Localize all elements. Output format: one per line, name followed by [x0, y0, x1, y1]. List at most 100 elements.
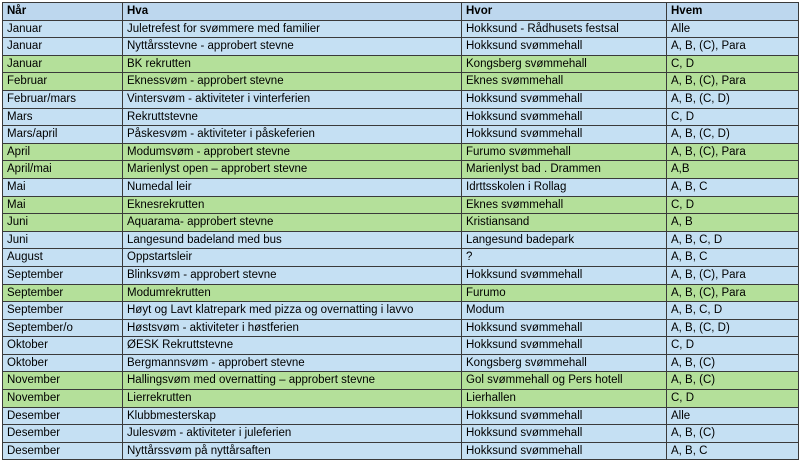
table-cell: August [2, 248, 123, 267]
table-cell: Hokksund svømmehall [461, 336, 667, 355]
table-cell: ? [461, 248, 667, 267]
table-cell: Kongsberg svømmehall [461, 353, 667, 373]
table-cell: Blinksvøm - approbert stevne [122, 265, 462, 285]
table-row: Desember Klubbmesterskap Hokksund svømmeha… [2, 406, 799, 426]
table-row: April Modumsvøm - approbert stevne Furumo … [2, 142, 799, 162]
table-row: Januar Nyttårsstevne - approbert stevne Ho… [2, 37, 799, 56]
table-cell: Mai [2, 177, 123, 197]
table-row: Januar BK rekrutten Kongsberg svømmehall C,… [2, 54, 799, 74]
table-cell: Langesund badepark [461, 230, 667, 250]
header-row: Når Hva Hvor Hvem [2, 2, 799, 21]
table-row: Mars Rekruttstevne Hokksund svømmehall C, D [2, 107, 799, 127]
table-cell: Juni [2, 213, 123, 232]
table-row: September Høyt og Lavt klatrepark med piz… [2, 301, 799, 320]
table-cell: Eknes svømmehall [461, 195, 667, 215]
table-cell: Eknesrekrutten [122, 195, 462, 215]
column-header: Når [2, 2, 123, 21]
table-cell: A, B, C [666, 248, 799, 267]
table-cell: Klubbmesterskap [122, 406, 462, 426]
table-cell: Februar/mars [2, 89, 123, 109]
table-cell: A, B, (C) [666, 353, 799, 373]
table-cell: Marienlyst bad . Drammen [461, 160, 667, 179]
table-row: November Lierrekrutten Lierhallen C, D [2, 389, 799, 408]
table-cell: ØESK Rekruttstevne [122, 336, 462, 355]
table-cell: A, B, (C), Para [666, 72, 799, 91]
table-cell: Rekruttstevne [122, 107, 462, 127]
table-cell: September [2, 301, 123, 320]
table-cell: Oktober [2, 336, 123, 355]
table-cell: A, B [666, 213, 799, 232]
table-cell: Hokksund svømmehall [461, 406, 667, 426]
table-cell: Vintersvøm - aktiviteter i vinterferien [122, 89, 462, 109]
table-cell: C, D [666, 107, 799, 127]
table-cell: Desember [2, 441, 123, 461]
table-cell: Desember [2, 406, 123, 426]
table-row: Juni Langesund badeland med bus Langesund … [2, 230, 799, 250]
table-row: Juni Aquarama- approbert stevne Kristiansa… [2, 213, 799, 232]
table-cell: Nyttårssvøm på nyttårsaften [122, 441, 462, 461]
table-cell: Aquarama- approbert stevne [122, 213, 462, 232]
column-header: Hva [122, 2, 462, 21]
table-row: Desember Julesvøm - aktiviteter i julefer… [2, 424, 799, 443]
table-row: November Hallingsvøm med overnatting – ap… [2, 371, 799, 391]
table-cell: A, B, (C), Para [666, 283, 799, 303]
table-cell: Høstsvøm - aktiviteter i høstferien [122, 318, 462, 338]
table-cell: Hokksund svømmehall [461, 424, 667, 443]
column-header: Hvem [666, 2, 799, 21]
table-cell: September [2, 283, 123, 303]
table-cell: Høyt og Lavt klatrepark med pizza og ove… [122, 301, 462, 320]
table-cell: Modumrekrutten [122, 283, 462, 303]
table-cell: Oktober [2, 353, 123, 373]
table-cell: Juni [2, 230, 123, 250]
table-cell: C, D [666, 195, 799, 215]
table-cell: A, B, (C), Para [666, 265, 799, 285]
table-cell: A, B, (C) [666, 371, 799, 391]
table-row: Oktober Bergmannsvøm - approbert stevne Ko… [2, 353, 799, 373]
table-cell: Januar [2, 54, 123, 74]
table-cell: BK rekrutten [122, 54, 462, 74]
table-row: Oktober ØESK Rekruttstevne Hokksund svømme… [2, 336, 799, 355]
table-cell: April/mai [2, 160, 123, 179]
table-cell: Mai [2, 195, 123, 215]
table-cell: Gol svømmehall og Pers hotell [461, 371, 667, 391]
table-cell: Kongsberg svømmehall [461, 54, 667, 74]
table-cell: Hokksund - Rådhusets festsal [461, 19, 667, 39]
table-cell: Marienlyst open – approbert stevne [122, 160, 462, 179]
table-cell: Hokksund svømmehall [461, 318, 667, 338]
table-row: August Oppstartsleir? A, B, C [2, 248, 799, 267]
table-cell: A, B, C [666, 441, 799, 461]
table-cell: Hallingsvøm med overnatting – approbert … [122, 371, 462, 391]
table-cell: September [2, 265, 123, 285]
table-cell: A, B, (C, D) [666, 89, 799, 109]
table-cell: Eknessvøm - approbert stevne [122, 72, 462, 91]
table-cell: A, B, (C, D) [666, 318, 799, 338]
table-cell: Langesund badeland med bus [122, 230, 462, 250]
table-cell: A, B, (C), Para [666, 142, 799, 162]
table-body: Januar Juletrefest for svømmere med famil… [2, 19, 799, 461]
table-cell: Hokksund svømmehall [461, 125, 667, 144]
table-cell: Modumsvøm - approbert stevne [122, 142, 462, 162]
table-cell: Numedal leir [122, 177, 462, 197]
table-cell: April [2, 142, 123, 162]
table-cell: September/o [2, 318, 123, 338]
table-cell: Eknes svømmehall [461, 72, 667, 91]
table-cell: Hokksund svømmehall [461, 89, 667, 109]
table-cell: Januar [2, 19, 123, 39]
table-row: Mai Eknesrekrutten Eknes svømmehall C, D [2, 195, 799, 215]
table-cell: Januar [2, 37, 123, 56]
table-row: April/mai Marienlyst open – approbert ste… [2, 160, 799, 179]
table-row: Februar/mars Vintersvøm - aktiviteter i v… [2, 89, 799, 109]
table-cell: Hokksund svømmehall [461, 265, 667, 285]
table-cell: Modum [461, 301, 667, 320]
table-row: Mars/april Påskesvøm - aktiviteter i påsk… [2, 125, 799, 144]
table-cell: Lierhallen [461, 389, 667, 408]
table-cell: Hokksund svømmehall [461, 107, 667, 127]
table-cell: Mars/april [2, 125, 123, 144]
table-cell: Alle [666, 19, 799, 39]
column-header: Hvor [461, 2, 667, 21]
table-cell: A, B, C [666, 177, 799, 197]
table-cell: C, D [666, 336, 799, 355]
table-row: Januar Juletrefest for svømmere med famil… [2, 19, 799, 39]
table-cell: Furumo [461, 283, 667, 303]
